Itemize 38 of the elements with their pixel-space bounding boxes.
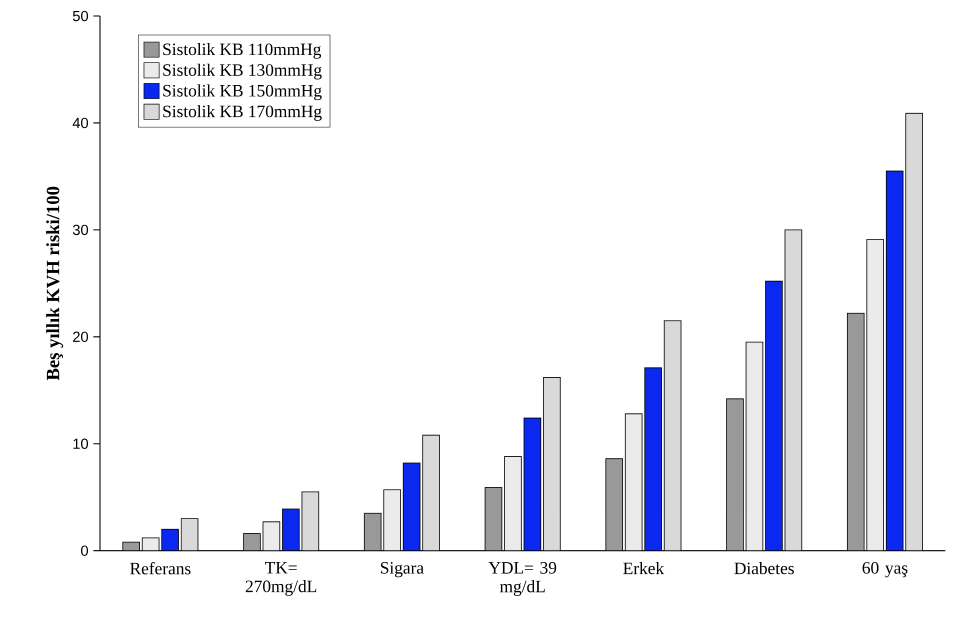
bar <box>524 418 542 551</box>
y-axis-title: Beş yıllık KVH riski/100 <box>46 186 64 380</box>
bar <box>886 170 904 551</box>
y-tick-label: 10 <box>73 438 88 450</box>
bar <box>402 462 420 551</box>
bar <box>504 456 522 551</box>
y-tick-label: 50 <box>72 10 88 22</box>
bar <box>726 398 744 551</box>
x-tick-label: Referans <box>130 562 191 575</box>
y-tick-label: 30 <box>72 224 88 236</box>
x-tick-label: YDL= 39 mg/dL <box>488 562 556 596</box>
bar <box>282 508 300 551</box>
bar <box>746 342 764 551</box>
bar <box>605 458 624 551</box>
bar <box>484 487 502 551</box>
x-tick-label: Diabetes <box>734 562 794 574</box>
y-tick-label: 0 <box>81 546 88 556</box>
bar <box>383 489 401 551</box>
x-tick-label: Sigara <box>380 562 424 578</box>
legend-label: Sistolik KB 130mmHg <box>163 64 322 80</box>
bar <box>142 538 160 551</box>
bar <box>262 522 280 551</box>
bar <box>624 414 642 551</box>
x-tick-label: TK= 270mg/dL <box>246 562 316 596</box>
legend-label: Sistolik KB 170mmHg <box>163 105 322 121</box>
x-tick-label: 60 yaş <box>862 562 908 578</box>
bar <box>866 239 884 551</box>
bar <box>364 513 382 551</box>
legend-label: Sistolik KB 150mmHg <box>163 84 322 100</box>
bar <box>161 529 179 551</box>
bar <box>644 368 662 551</box>
y-tick-label: 20 <box>73 332 88 342</box>
x-tick-label: Erkek <box>623 562 664 574</box>
y-tick-label: 40 <box>72 118 88 128</box>
legend-label: Sistolik KB 110mmHg <box>163 43 322 59</box>
bar <box>846 313 865 551</box>
bar <box>243 533 261 551</box>
bar <box>765 280 783 551</box>
